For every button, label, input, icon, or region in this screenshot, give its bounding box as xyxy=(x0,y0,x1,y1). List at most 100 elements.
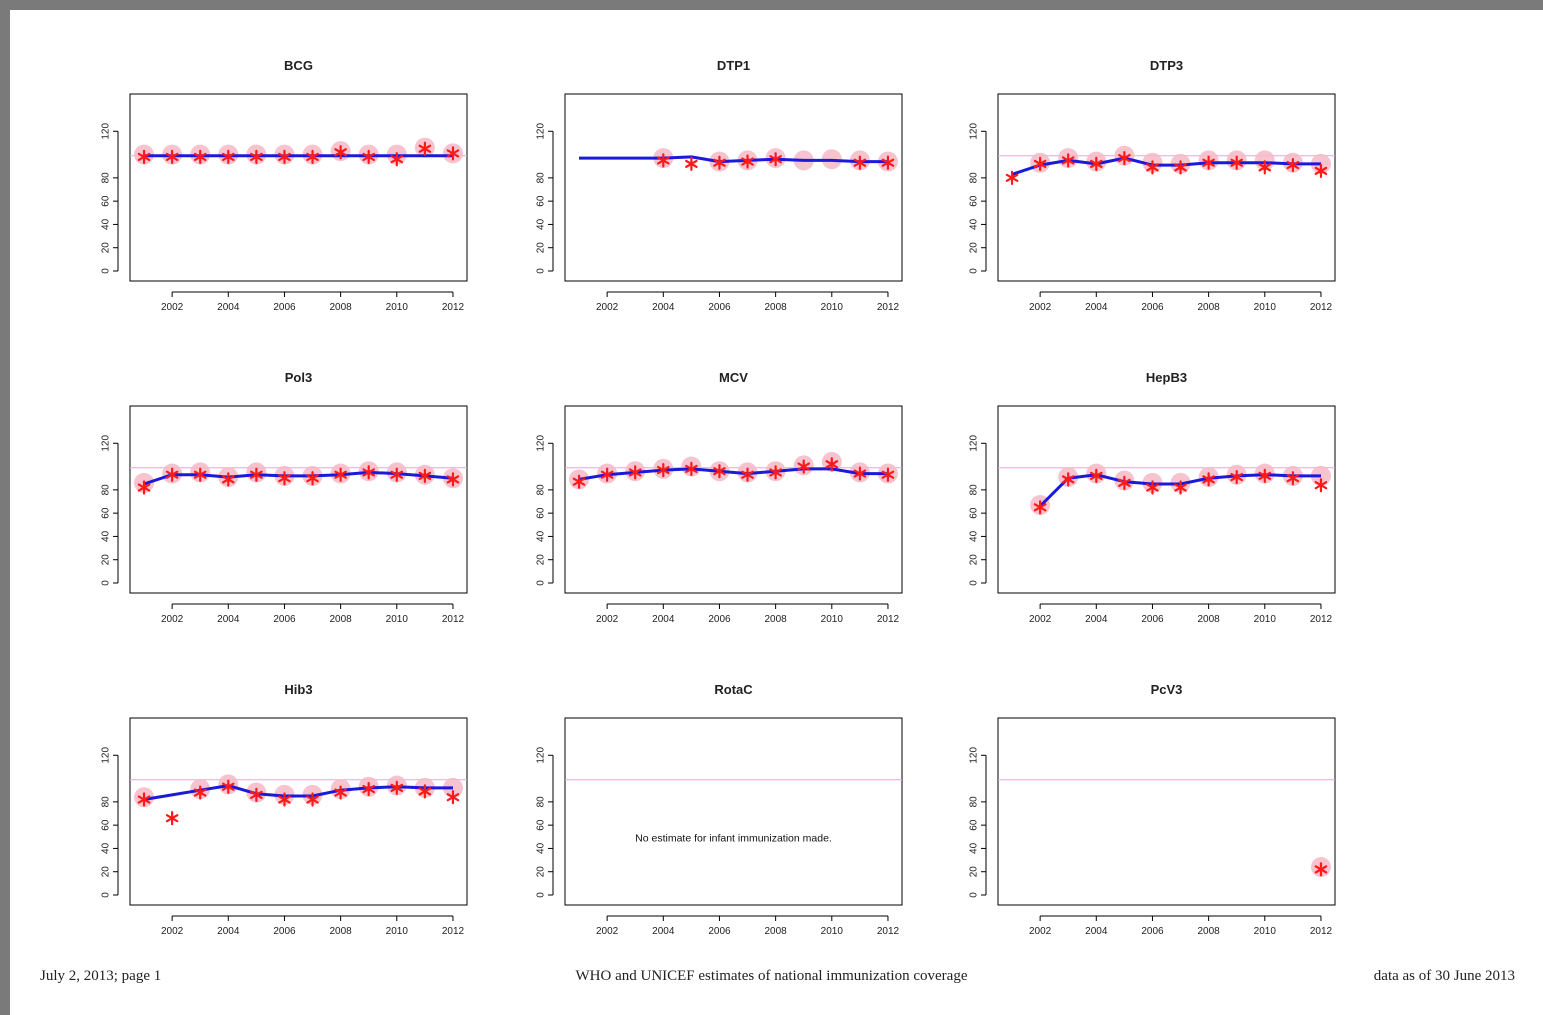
x-tick-label: 2006 xyxy=(1141,926,1164,937)
star-marker xyxy=(165,811,179,826)
y-tick-label: 20 xyxy=(101,242,112,254)
star-marker xyxy=(137,480,151,495)
x-tick-label: 2004 xyxy=(1085,302,1108,313)
footer-date-page: July 2, 2013; page 1 xyxy=(40,968,162,984)
star-marker xyxy=(362,465,376,480)
star-marker xyxy=(797,459,811,474)
star-stroke xyxy=(334,470,347,479)
x-tick-label: 2008 xyxy=(765,926,788,937)
y-tick-label: 20 xyxy=(101,866,112,878)
star-stroke xyxy=(193,788,207,797)
y-tick-label: 40 xyxy=(101,530,112,542)
star-stroke xyxy=(628,468,642,477)
star-marker xyxy=(306,792,319,807)
star-stroke xyxy=(418,144,432,153)
panel-hib3: Hib3 0 20 40 60 80 120 2002 2004 2006 2008 2010 2012 xyxy=(101,682,468,937)
star-marker xyxy=(446,146,460,161)
star-marker xyxy=(741,154,754,169)
x-tick-label: 2002 xyxy=(1029,302,1052,313)
y-tick-label: 120 xyxy=(969,747,980,764)
star-stroke xyxy=(446,793,460,802)
estimate-line xyxy=(143,470,454,486)
x-tick-label: 2002 xyxy=(161,614,184,625)
star-stroke xyxy=(685,464,698,473)
star-marker xyxy=(1118,475,1131,490)
x-tick-label: 2010 xyxy=(386,302,409,313)
star-stroke xyxy=(600,470,614,479)
star-stroke xyxy=(1005,173,1019,182)
star-stroke xyxy=(306,152,319,161)
star-stroke xyxy=(656,465,670,475)
star-stroke xyxy=(656,156,670,165)
star-stroke xyxy=(1118,153,1131,163)
star-marker xyxy=(1033,500,1047,515)
x-tick-label: 2010 xyxy=(386,926,409,937)
star-stroke xyxy=(1286,160,1300,170)
star-marker xyxy=(769,152,782,167)
star-stroke xyxy=(362,784,376,794)
y-tick-label: 120 xyxy=(101,747,112,764)
x-tick-label: 2002 xyxy=(1029,926,1052,937)
star-marker xyxy=(278,471,291,486)
panel-pol3: Pol3 0 20 40 60 80 120 2002 2004 2006 2008 2010 2012 xyxy=(101,370,468,625)
star-stroke xyxy=(1033,159,1047,168)
star-stroke xyxy=(713,467,726,476)
x-tick-label: 2012 xyxy=(442,926,465,937)
x-tick-label: 2002 xyxy=(596,302,619,313)
x-tick-label: 2004 xyxy=(652,926,675,937)
x-tick-label: 2010 xyxy=(821,302,844,313)
y-tick-label: 20 xyxy=(536,554,547,566)
y-tick-label: 80 xyxy=(969,172,980,184)
y-tick-label: 120 xyxy=(536,123,547,140)
y-tick-label: 20 xyxy=(969,866,980,878)
y-tick-label: 60 xyxy=(969,507,980,519)
star-stroke xyxy=(853,158,867,167)
star-stroke xyxy=(193,470,207,479)
star-stroke xyxy=(250,790,263,799)
y-tick-label: 120 xyxy=(536,747,547,764)
star-stroke xyxy=(306,795,319,804)
star-stroke xyxy=(390,470,404,479)
star-stroke xyxy=(362,152,376,161)
star-stroke xyxy=(446,149,460,158)
x-tick-label: 2008 xyxy=(1198,614,1221,625)
y-tick-label: 0 xyxy=(969,580,980,586)
star-marker xyxy=(1174,480,1187,495)
x-tick-label: 2012 xyxy=(1310,926,1333,937)
star-marker xyxy=(1033,156,1047,171)
star-marker xyxy=(881,155,895,170)
star-stroke xyxy=(418,787,432,796)
star-marker xyxy=(853,155,867,170)
star-stroke xyxy=(250,470,263,479)
star-marker xyxy=(600,467,614,482)
y-tick-label: 0 xyxy=(969,892,980,898)
star-marker xyxy=(193,467,207,482)
star-marker xyxy=(221,472,235,487)
x-tick-label: 2010 xyxy=(1254,614,1277,625)
footer-data-date: data as of 30 June 2013 xyxy=(1373,968,1515,984)
x-tick-label: 2006 xyxy=(708,614,731,625)
star-marker xyxy=(1258,160,1272,175)
star-stroke xyxy=(685,159,698,168)
y-tick-label: 40 xyxy=(969,218,980,230)
star-marker xyxy=(390,467,404,482)
star-marker xyxy=(1146,160,1159,175)
x-tick-label: 2004 xyxy=(217,926,240,937)
x-tick-label: 2006 xyxy=(1141,302,1164,313)
panel-bcg: BCG 0 20 40 60 80 120 2002 2004 2006 2008 2010 2012 xyxy=(101,58,468,313)
star-marker xyxy=(685,461,698,476)
y-tick-label: 40 xyxy=(536,530,547,542)
star-stroke xyxy=(1230,472,1244,482)
star-stroke xyxy=(1314,481,1328,490)
star-stroke xyxy=(1146,483,1159,492)
x-tick-label: 2012 xyxy=(877,302,900,313)
y-tick-label: 60 xyxy=(101,195,112,207)
star-stroke xyxy=(193,152,207,161)
star-stroke xyxy=(1202,475,1215,484)
y-tick-label: 20 xyxy=(969,554,980,566)
star-stroke xyxy=(278,795,291,804)
star-marker xyxy=(193,785,207,800)
plot-frame xyxy=(129,717,468,906)
star-stroke xyxy=(1033,503,1047,512)
